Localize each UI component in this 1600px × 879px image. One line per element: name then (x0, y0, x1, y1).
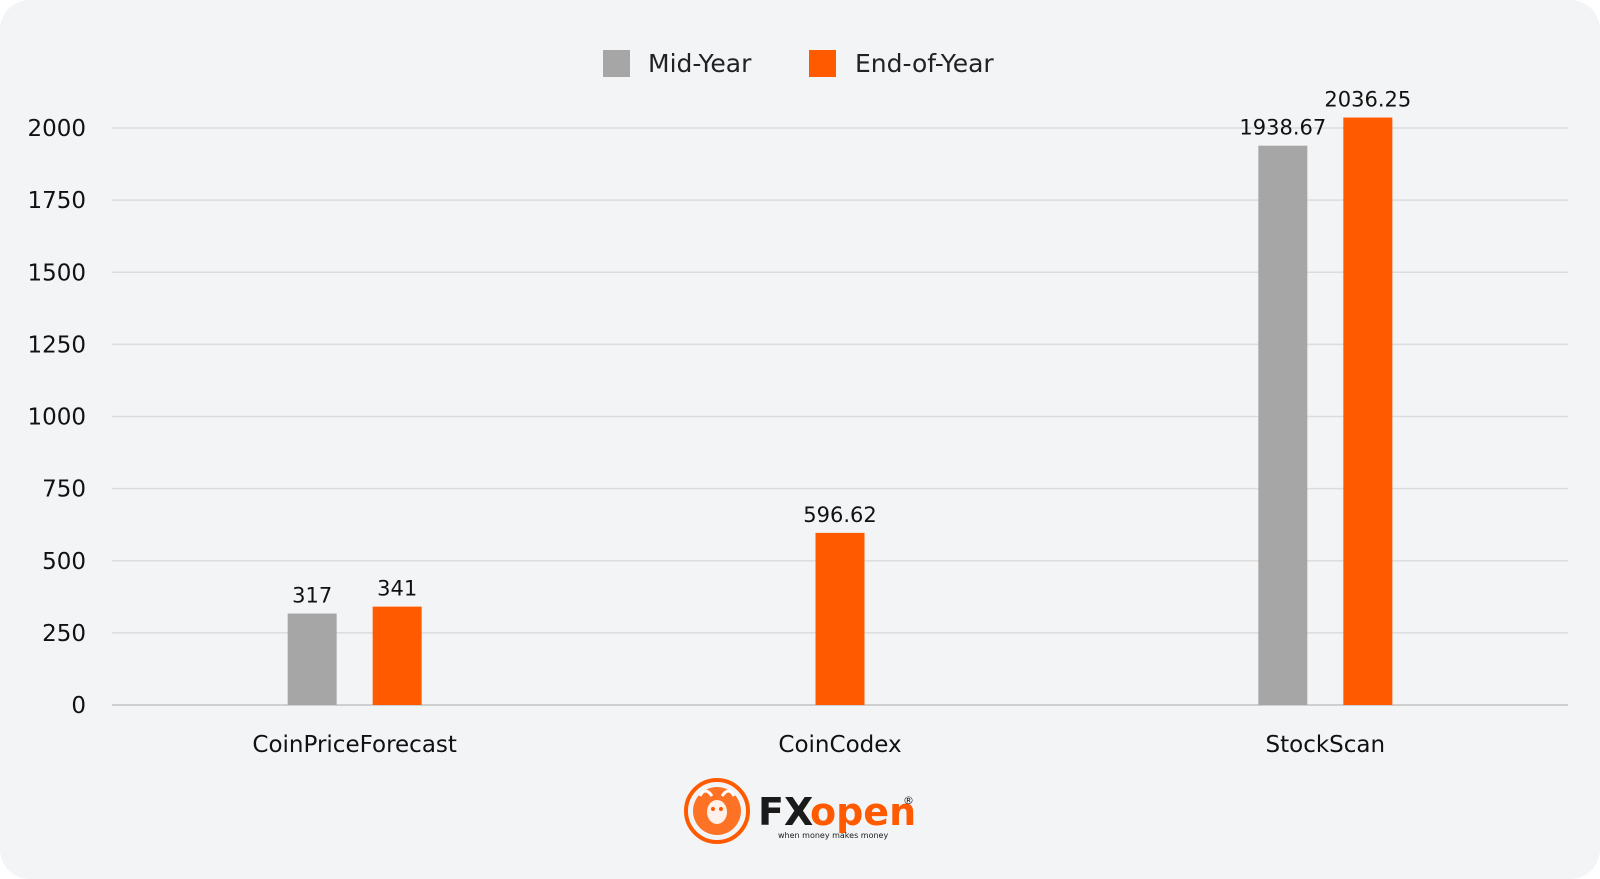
logo-open-text: open (810, 790, 916, 834)
y-tick-label: 250 (42, 621, 86, 647)
legend-swatch-mid-year (603, 50, 630, 77)
x-category-label: CoinPriceForecast (252, 732, 457, 758)
bar-end-of-year-coinpriceforecast (372, 606, 422, 705)
legend-swatch-end-of-year (809, 50, 836, 77)
x-category-label: CoinCodex (778, 732, 901, 758)
data-label: 341 (377, 577, 417, 601)
logo-tagline: when money makes money (778, 831, 888, 840)
x-category-label: StockScan (1266, 732, 1386, 758)
y-tick-label: 1500 (27, 260, 86, 286)
x-axis-categories: CoinPriceForecast CoinCodex StockScan (252, 732, 1385, 758)
bull-emblem-icon (684, 778, 750, 844)
brand-logo: FX open ® when money makes money (684, 778, 916, 844)
y-tick-label: 750 (42, 477, 86, 503)
y-tick-label: 500 (42, 549, 86, 575)
y-tick-label: 1250 (27, 332, 86, 358)
data-label: 596.62 (803, 503, 876, 527)
bar-mid-year-coinpriceforecast (287, 613, 337, 705)
bar-mid-year-stockscan (1258, 145, 1308, 705)
y-tick-label: 1750 (27, 188, 86, 214)
bar-end-of-year-coincodex (815, 532, 865, 705)
data-label: 1938.67 (1239, 116, 1326, 140)
data-label: 317 (292, 584, 332, 608)
bars (287, 117, 1393, 706)
logo-fx-text: FX (758, 790, 813, 834)
data-label: 2036.25 (1324, 88, 1411, 112)
bar-end-of-year-stockscan (1343, 117, 1393, 706)
y-axis-ticks: 0 250 500 750 1000 1250 1500 1750 2000 (27, 116, 86, 719)
logo-registered-mark: ® (903, 794, 914, 807)
legend-label-end-of-year: End-of-Year (855, 49, 994, 78)
y-tick-label: 1000 (27, 405, 86, 431)
legend-label-mid-year: Mid-Year (648, 49, 752, 78)
y-tick-label: 0 (71, 693, 86, 719)
data-labels: 317 341 596.62 1938.67 2036.25 (292, 88, 1411, 608)
legend: Mid-Year End-of-Year (603, 49, 994, 78)
y-tick-label: 2000 (27, 116, 86, 142)
